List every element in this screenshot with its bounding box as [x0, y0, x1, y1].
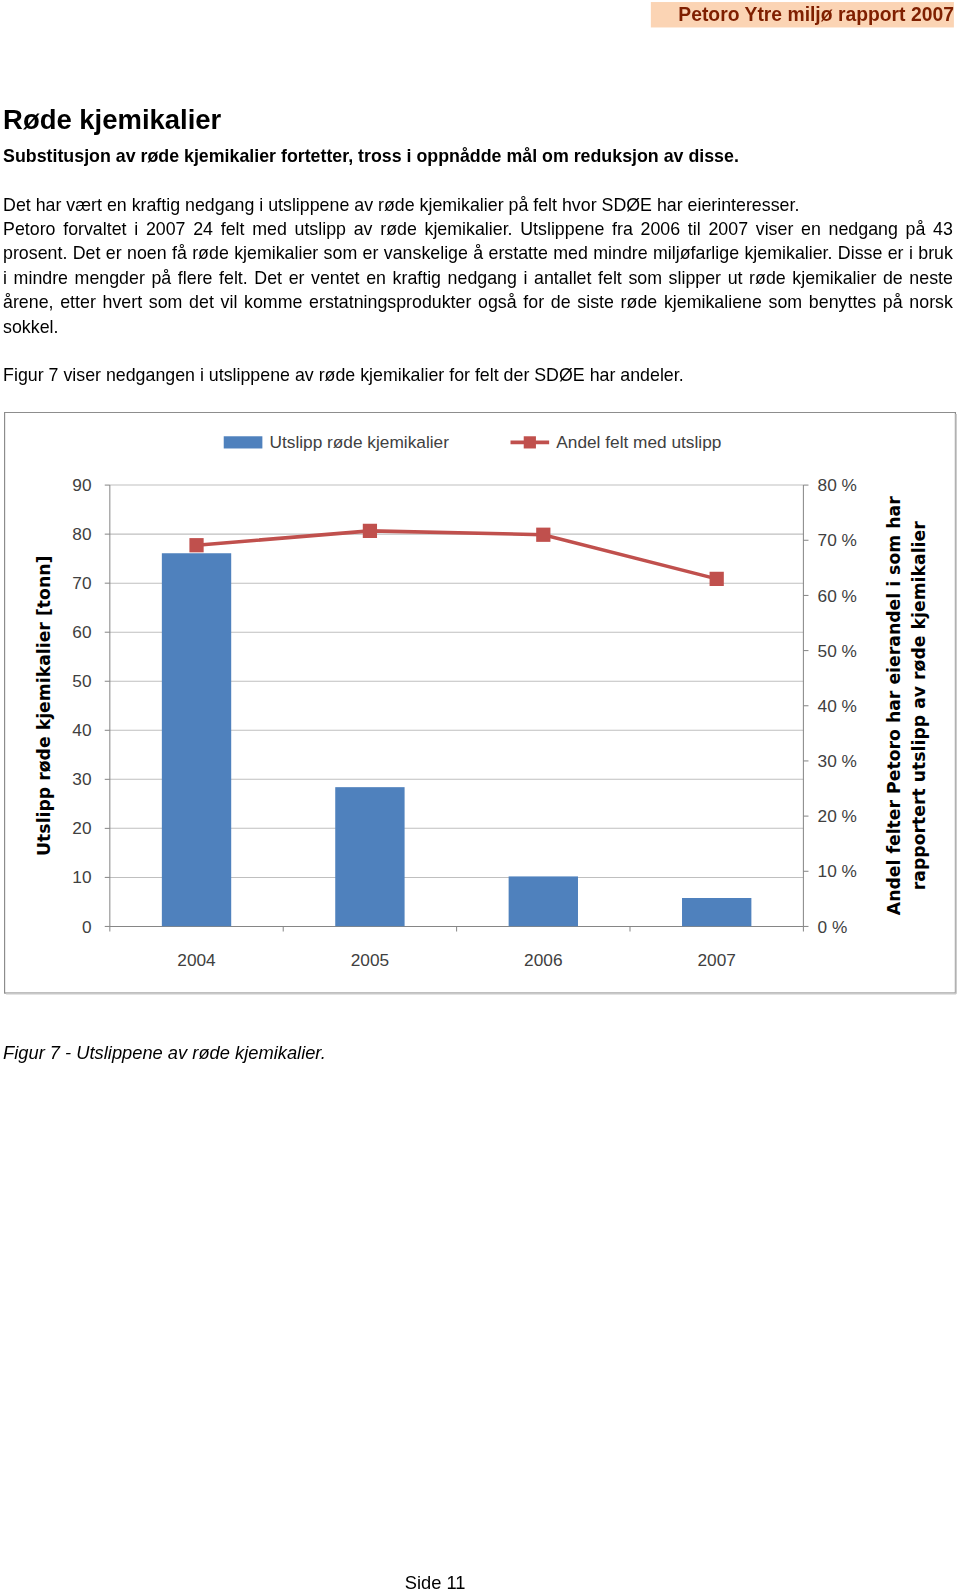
- y2-tick: [803, 871, 808, 872]
- y2-tick-label: 40 %: [818, 696, 857, 716]
- figure: 0 10 20 30 40 50 60 70 80 90 0 % 10 % 20 % 30 % 40 % 50…: [4, 412, 957, 995]
- x-tick: [456, 926, 457, 931]
- marks: [162, 524, 752, 927]
- y2-tick-label: 0 %: [818, 917, 848, 937]
- y-tick: [105, 779, 110, 780]
- y-tick-label: 40: [72, 720, 91, 740]
- x-tick-label: 2006: [524, 950, 562, 970]
- x-tick: [803, 926, 804, 931]
- chart-frame: [5, 412, 956, 993]
- marker: [189, 538, 203, 552]
- y2-tick-label: 60 %: [818, 586, 857, 606]
- y-tick: [105, 534, 110, 535]
- x-tick-label: 2005: [351, 950, 389, 970]
- marker: [536, 528, 550, 542]
- page-number: Side 11: [405, 1573, 466, 1594]
- y-tick-label: 0: [82, 917, 92, 937]
- line: [197, 531, 717, 579]
- legend: Utslipp røde kjemikalier Andel felt med u…: [224, 432, 722, 452]
- y2-tick: [803, 540, 808, 541]
- y-tick-label: 70: [72, 573, 91, 593]
- bar: [682, 898, 751, 926]
- y2-tick: [803, 816, 808, 817]
- y-tick-label: 20: [72, 818, 91, 838]
- bar: [162, 553, 231, 926]
- y2-axis-label: rapportert utslipp av røde kjemikalier: [909, 521, 929, 890]
- bar: [509, 876, 578, 926]
- x-tick: [629, 926, 630, 931]
- y2-tick: [803, 595, 808, 596]
- y-tick: [105, 485, 110, 486]
- x-tick: [109, 926, 110, 931]
- paragraph: Figur 7 viser nedgangen i utslippene av …: [3, 363, 953, 387]
- x-tick: [283, 926, 284, 931]
- text-line: Det har vært en kraftig nedgang i utslip…: [3, 192, 953, 216]
- y-tick: [105, 926, 110, 927]
- marker: [363, 524, 377, 538]
- y2-tick-label: 80 %: [818, 475, 857, 495]
- y-tick: [105, 828, 110, 829]
- y2-tick-label: 50 %: [818, 641, 857, 661]
- page: Petoro Ytre miljø rapport 2007 Røde kjemi…: [0, 0, 960, 1594]
- y-tick-label: 90: [72, 475, 91, 495]
- y-tick-label: 10: [72, 868, 91, 888]
- y2-axis-label: Andel felter Petoro har eierandel i som …: [884, 496, 904, 915]
- text-line: Figur 7 viser nedgangen i utslippene av …: [3, 363, 953, 387]
- text-line: Petoro forvaltet i 2007 24 felt med utsl…: [3, 217, 953, 339]
- y-tick-label: 60: [72, 622, 91, 642]
- y2-tick: [803, 485, 808, 486]
- legend-swatch: [224, 436, 263, 448]
- y2-tick: [803, 705, 808, 706]
- frame-shadow: [955, 414, 957, 994]
- title: Røde kjemikalier: [3, 105, 221, 137]
- marker: [710, 572, 724, 586]
- y2-tick: [803, 760, 808, 761]
- y-tick-label: 80: [72, 524, 91, 544]
- y-tick-label: 50: [72, 671, 91, 691]
- subtitle: Substitusjon av røde kjemikalier fortett…: [3, 145, 739, 166]
- y-axis-label: Utslipp røde kjemikalier [tonn]: [34, 556, 54, 856]
- y-tick: [105, 877, 110, 878]
- y-tick: [105, 730, 110, 731]
- x-tick-label: 2007: [697, 950, 735, 970]
- y-axis: [109, 485, 110, 926]
- bar: [335, 787, 404, 926]
- y2-tick-label: 70 %: [818, 530, 857, 550]
- header: Petoro Ytre miljø rapport 2007: [651, 2, 954, 27]
- y2-axis: [803, 485, 804, 926]
- paragraph: Det har vært en kraftig nedgang i utslip…: [3, 192, 953, 338]
- y-tick-label: 30: [72, 769, 91, 789]
- y2-tick-label: 10 %: [818, 861, 857, 881]
- grid-line: [110, 485, 804, 486]
- legend-swatch: [524, 436, 536, 448]
- y2-tick-label: 20 %: [818, 806, 857, 826]
- y-tick: [105, 583, 110, 584]
- chart: 0 10 20 30 40 50 60 70 80 90 0 % 10 % 20 % 30 % 40 % 50…: [4, 412, 957, 995]
- y2-tick-label: 30 %: [818, 751, 857, 771]
- caption: Figur 7 - Utslippene av røde kjemikalier…: [3, 1042, 326, 1063]
- legend-label: Andel felt med utslipp: [556, 432, 721, 452]
- frame-shadow: [6, 993, 956, 995]
- y2-tick: [803, 926, 808, 927]
- y-tick: [105, 681, 110, 682]
- y-tick: [105, 632, 110, 633]
- x-tick-label: 2004: [177, 950, 216, 970]
- legend-label: Utslipp røde kjemikalier: [269, 432, 449, 452]
- y2-tick: [803, 650, 808, 651]
